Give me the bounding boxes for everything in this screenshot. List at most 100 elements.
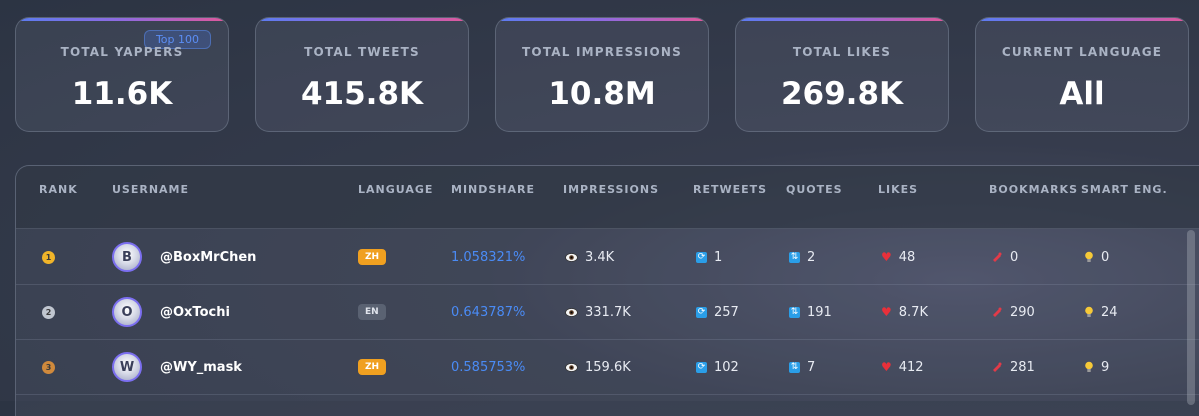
column-header-rank[interactable]: RANK — [39, 183, 78, 196]
language-badge: ZH — [358, 249, 387, 265]
lightbulb-icon — [1084, 306, 1094, 318]
smart-eng-value: 0 — [1101, 249, 1110, 265]
table-row[interactable]: 3 W @WY_mask ZH 0.585753% 159.6K ⟳ 102 ⇅… — [16, 340, 1199, 395]
bronze-medal-icon: 3 — [42, 360, 55, 374]
column-header-language[interactable]: LANGUAGE — [358, 183, 434, 196]
column-header-mindshare[interactable]: MINDSHARE — [451, 183, 536, 196]
username-cell[interactable]: @BoxMrChen — [160, 230, 256, 284]
mindshare-value: 1.058321% — [451, 249, 526, 265]
impressions-value: 331.7K — [585, 304, 631, 320]
retweets-cell: ⟳ 1 — [696, 230, 722, 284]
stat-value: 10.8M — [548, 76, 656, 112]
stat-value: 269.8K — [780, 76, 904, 112]
table-row[interactable]: 1 B @BoxMrChen ZH 1.058321% 3.4K ⟳ 1 ⇅ 2… — [16, 230, 1199, 285]
column-header-smart-eng[interactable]: SMART ENG. — [1081, 183, 1168, 196]
column-header-likes[interactable]: LIKES — [878, 183, 919, 196]
bookmarks-cell: 290 — [991, 285, 1035, 339]
column-header-retweets[interactable]: RETWEETS — [693, 183, 768, 196]
language-cell: EN — [358, 285, 386, 339]
gold-medal-icon: 1 — [42, 250, 55, 264]
stat-card-total-impressions: TOTAL IMPRESSIONS 10.8M — [495, 17, 709, 132]
username-link[interactable]: @BoxMrChen — [160, 249, 257, 265]
username-cell[interactable]: @WY_mask — [160, 340, 242, 394]
bookmark-icon — [991, 306, 1003, 318]
mindshare-cell: 0.585753% — [451, 340, 525, 394]
impressions-cell: 159.6K — [565, 340, 631, 394]
avatar-cell[interactable]: B — [112, 230, 142, 284]
eye-icon — [565, 362, 578, 372]
avatar[interactable]: B — [112, 242, 142, 272]
column-header-impressions[interactable]: IMPRESSIONS — [563, 183, 660, 196]
stat-label: TOTAL TWEETS — [304, 45, 420, 59]
column-header-bookmarks[interactable]: BOOKMARKS — [989, 183, 1078, 196]
rank-cell: 1 — [42, 230, 55, 284]
avatar-cell[interactable]: W — [112, 340, 142, 394]
avatar[interactable]: O — [112, 297, 142, 327]
bookmarks-value: 0 — [1010, 249, 1019, 265]
heart-icon: ♥ — [881, 305, 892, 319]
username-link[interactable]: @OxTochi — [160, 304, 230, 320]
quotes-value: 2 — [807, 249, 816, 265]
rank-cell: 3 — [42, 340, 55, 394]
avatar-cell[interactable]: O — [112, 285, 142, 339]
quote-icon: ⇅ — [789, 306, 800, 318]
stat-value: All — [1059, 76, 1105, 112]
smart-eng-value: 24 — [1101, 304, 1118, 320]
language-badge: EN — [358, 304, 386, 320]
language-cell: ZH — [358, 230, 387, 284]
likes-cell: ♥ 48 — [881, 230, 915, 284]
retweet-icon: ⟳ — [696, 361, 707, 373]
retweet-icon: ⟳ — [696, 251, 707, 263]
top-100-badge[interactable]: Top 100 — [143, 30, 211, 49]
eye-icon — [565, 307, 578, 317]
quotes-cell: ⇅ 2 — [789, 230, 815, 284]
quotes-cell: ⇅ 7 — [789, 340, 815, 394]
username-link[interactable]: @WY_mask — [160, 359, 242, 375]
mindshare-cell: 0.643787% — [451, 285, 525, 339]
stat-card-total-likes: TOTAL LIKES 269.8K — [735, 17, 949, 132]
language-badge: ZH — [358, 359, 387, 375]
retweets-value: 257 — [714, 304, 739, 320]
quotes-cell: ⇅ 191 — [789, 285, 832, 339]
mindshare-value: 0.585753% — [451, 359, 526, 375]
stat-label: TOTAL YAPPERS — [60, 45, 184, 59]
likes-cell: ♥ 8.7K — [881, 285, 928, 339]
retweets-value: 102 — [714, 359, 739, 375]
stat-card-current-language[interactable]: CURRENT LANGUAGE All — [975, 17, 1189, 132]
table-row[interactable]: 2 O @OxTochi EN 0.643787% 331.7K ⟳ 257 ⇅… — [16, 285, 1199, 340]
rank-cell: 2 — [42, 285, 55, 339]
stat-label: TOTAL IMPRESSIONS — [522, 45, 682, 59]
stat-value: 11.6K — [71, 76, 173, 112]
bookmark-icon — [991, 361, 1003, 373]
quotes-value: 191 — [807, 304, 832, 320]
retweets-cell: ⟳ 257 — [696, 285, 739, 339]
avatar[interactable]: W — [112, 352, 142, 382]
bookmarks-cell: 0 — [991, 230, 1018, 284]
impressions-value: 159.6K — [585, 359, 631, 375]
stat-value: 415.8K — [300, 76, 424, 112]
stat-label: TOTAL LIKES — [792, 45, 892, 59]
stat-label: CURRENT LANGUAGE — [1001, 45, 1163, 59]
likes-cell: ♥ 412 — [881, 340, 924, 394]
impressions-cell: 331.7K — [565, 285, 631, 339]
heart-icon: ♥ — [881, 250, 892, 264]
smart-eng-cell: 24 — [1084, 285, 1118, 339]
likes-value: 8.7K — [898, 304, 928, 320]
bookmarks-value: 290 — [1010, 304, 1035, 320]
username-cell[interactable]: @OxTochi — [160, 285, 230, 339]
stat-card-total-tweets: TOTAL TWEETS 415.8K — [255, 17, 469, 132]
bookmark-icon — [991, 251, 1003, 263]
table-scrollbar[interactable] — [1187, 230, 1195, 405]
retweet-icon: ⟳ — [696, 306, 707, 318]
smart-eng-cell: 0 — [1084, 230, 1109, 284]
likes-value: 412 — [898, 359, 924, 375]
mindshare-cell: 1.058321% — [451, 230, 525, 284]
column-header-quotes[interactable]: QUOTES — [786, 183, 843, 196]
retweets-cell: ⟳ 102 — [696, 340, 739, 394]
lightbulb-icon — [1084, 251, 1094, 263]
mindshare-value: 0.643787% — [451, 304, 526, 320]
quotes-value: 7 — [807, 359, 816, 375]
bookmarks-value: 281 — [1010, 359, 1035, 375]
quote-icon: ⇅ — [789, 251, 800, 263]
column-header-username[interactable]: USERNAME — [112, 183, 190, 196]
